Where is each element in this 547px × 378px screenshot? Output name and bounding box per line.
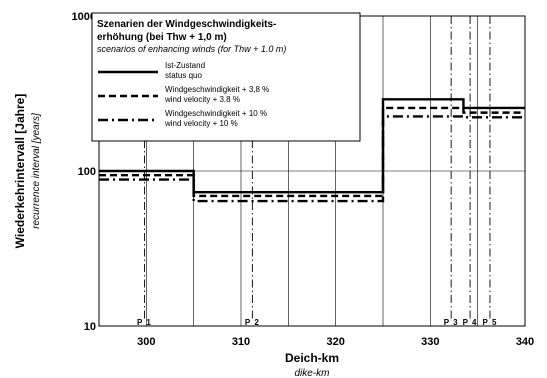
legend-item-label-english: wind velocity + 10 % bbox=[164, 119, 238, 128]
y-tick-label: 100 bbox=[78, 166, 96, 178]
x-axis-label-english: dike-km bbox=[294, 368, 329, 378]
series-line bbox=[99, 106, 525, 198]
x-tick-label: 300 bbox=[137, 336, 155, 348]
y-axis-label-english: recurrence interval [years] bbox=[31, 113, 42, 229]
legend-title: Szenarien der Windgeschwindigkeits- bbox=[97, 19, 276, 30]
y-axis-label: Wiederkehrintervall [Jahre] bbox=[13, 94, 27, 249]
legend-item-label-english: wind velocity + 3.8 % bbox=[164, 95, 240, 104]
legend-item-label: Windgeschwindigkeit + 10 % bbox=[165, 109, 267, 118]
x-axis-label: Deich-km bbox=[285, 351, 339, 365]
series-line bbox=[99, 115, 525, 203]
axis-ticks: 300 310 320 330 340 10 100 1000 bbox=[72, 11, 535, 348]
x-tick-label: 320 bbox=[326, 336, 344, 348]
profile-label: P 4 bbox=[463, 318, 478, 327]
y-tick-label: 1000 bbox=[72, 11, 96, 23]
legend-subtitle: scenarios of enhancing winds (for Thw + … bbox=[97, 44, 286, 54]
legend-box bbox=[91, 12, 361, 142]
legend-title-line2: erhöhung (bei Thw + 1,0 m) bbox=[97, 32, 227, 43]
legend: Szenarien der Windgeschwindigkeits- erhö… bbox=[91, 12, 361, 142]
profile-label: P 1 bbox=[137, 318, 152, 327]
x-tick-label: 340 bbox=[516, 336, 534, 348]
profile-label: P 3 bbox=[444, 318, 459, 327]
x-tick-label: 310 bbox=[232, 336, 250, 348]
legend-item-label: Ist-Zustand bbox=[165, 61, 205, 70]
profile-label: P 5 bbox=[483, 318, 498, 327]
y-tick-label: 10 bbox=[84, 321, 96, 333]
legend-item-label-english: status quo bbox=[165, 71, 202, 80]
series-lines bbox=[99, 98, 525, 203]
x-tick-label: 330 bbox=[421, 336, 439, 348]
profile-label: P 2 bbox=[245, 318, 260, 327]
legend-item-label: Windgeschwindigkeit + 3,8 % bbox=[165, 85, 269, 94]
